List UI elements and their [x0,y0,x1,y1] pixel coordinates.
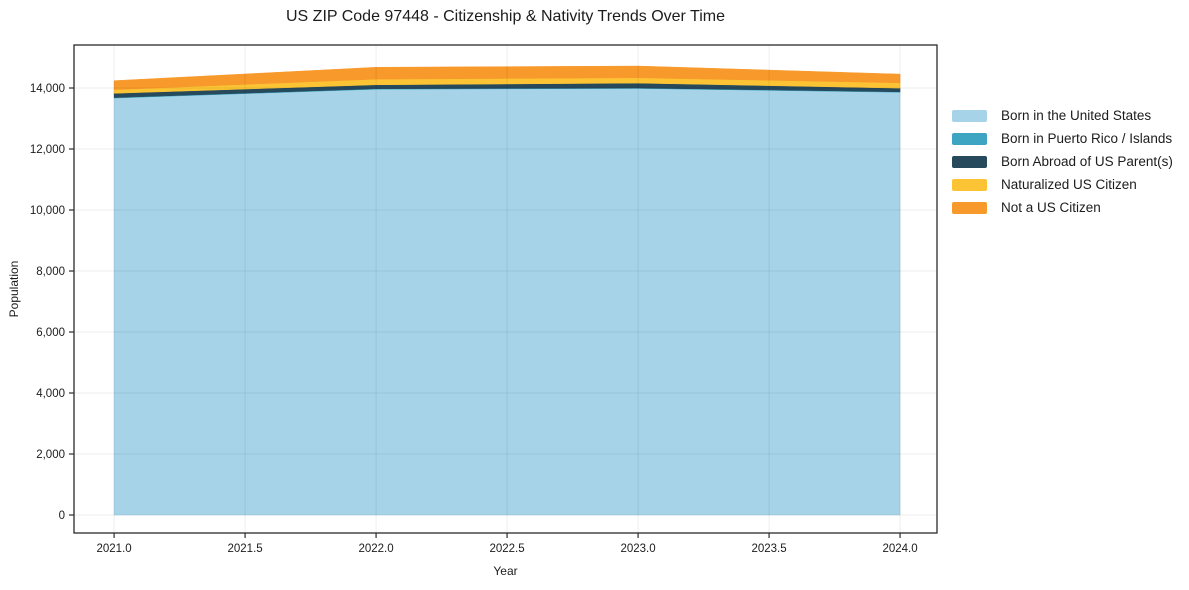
x-tick-label: 2023.5 [751,543,786,555]
legend-item: Born in Puerto Rico / Islands [952,127,1173,150]
legend-item: Not a US Citizen [952,196,1173,219]
x-tick-label: 2022.5 [489,543,524,555]
legend-label: Not a US Citizen [1001,200,1101,215]
y-tick-label: 4,000 [36,388,65,400]
legend-item: Naturalized US Citizen [952,173,1173,196]
chart-title: US ZIP Code 97448 - Citizenship & Nativi… [286,8,725,25]
y-tick-label: 14,000 [30,83,65,95]
legend: Born in the United States Born in Puerto … [952,104,1173,219]
area-series-4 [113,65,901,90]
legend-label: Born in Puerto Rico / Islands [1001,131,1173,146]
legend-swatch [952,132,987,145]
x-axis-label: Year [493,564,518,578]
y-tick-label: 12,000 [30,144,65,156]
legend-swatch [952,178,987,191]
legend-label: Naturalized US Citizen [1001,177,1137,192]
x-tick-label: 2023.0 [620,543,655,555]
legend-swatch [952,155,987,168]
legend-label: Born in the United States [1001,108,1152,123]
legend-label: Born Abroad of US Parent(s) [1001,154,1173,169]
y-axis-label: Population [7,260,21,318]
plot-border [73,44,938,534]
legend-swatch [952,201,987,214]
y-tick-label: 0 [59,510,65,522]
x-tick-label: 2021.5 [227,543,262,555]
y-tick-label: 10,000 [30,205,65,217]
y-tick-label: 8,000 [36,266,65,278]
x-tick-label: 2021.0 [96,543,131,555]
x-tick-label: 2022.0 [358,543,393,555]
legend-swatch [952,109,987,122]
y-tick-label: 2,000 [36,449,65,461]
legend-item: Born Abroad of US Parent(s) [952,150,1173,173]
y-tick-label: 6,000 [36,327,65,339]
x-tick-label: 2024.0 [882,543,917,555]
legend-item: Born in the United States [952,104,1173,127]
